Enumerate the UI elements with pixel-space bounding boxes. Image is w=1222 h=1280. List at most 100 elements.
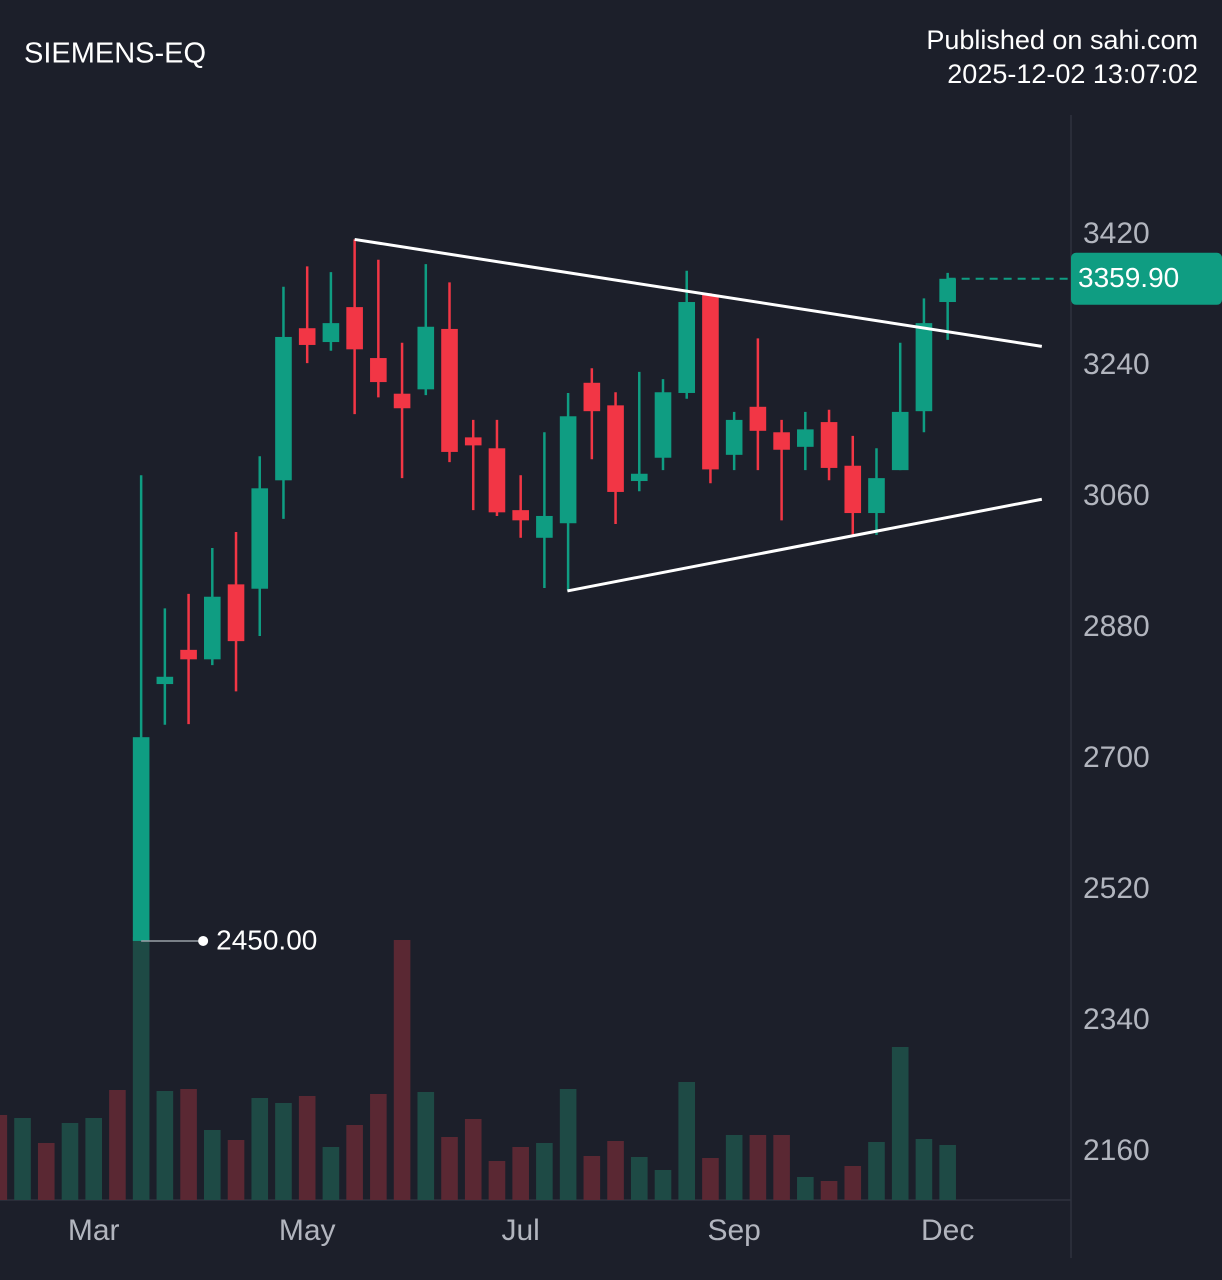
volume-bar: [346, 1125, 363, 1200]
volume-bar: [61, 1123, 79, 1200]
candle-body: [441, 328, 458, 452]
volume-bar: [607, 1141, 624, 1200]
chart-title: SIEMENS-EQ: [24, 38, 206, 70]
candle-body: [156, 676, 174, 685]
marker-dot: [198, 935, 209, 946]
volume-bar: [654, 1170, 672, 1200]
volume-bar: [14, 1118, 31, 1200]
candle-body: [298, 328, 316, 345]
candle-body: [844, 465, 862, 514]
subtitle: Published on sahi.com: [926, 25, 1198, 55]
volume-bar: [678, 1082, 696, 1200]
volume-bar: [0, 1115, 8, 1200]
x-tick-label: Sep: [707, 1214, 760, 1247]
candle-body: [251, 488, 269, 589]
candle-body: [797, 429, 814, 447]
y-tick-label: 2880: [1083, 610, 1150, 643]
volume-bar: [725, 1135, 743, 1200]
candle-body: [322, 323, 340, 343]
volume-bar: [820, 1181, 838, 1200]
candle-body: [275, 336, 292, 481]
y-tick-label: 2340: [1083, 1003, 1150, 1036]
volume-bar: [298, 1096, 316, 1200]
volume-bar: [180, 1089, 197, 1200]
candle-body: [204, 596, 221, 660]
volume-bar: [749, 1135, 767, 1200]
volume-bar: [156, 1091, 174, 1200]
volume-bar: [583, 1156, 601, 1200]
volume-bar: [536, 1143, 553, 1200]
x-tick-label: Dec: [921, 1214, 974, 1247]
candle-body: [630, 473, 648, 482]
candle-body: [370, 358, 387, 383]
candle-body: [654, 392, 672, 458]
candle-body: [393, 393, 411, 409]
volume-bar: [441, 1137, 458, 1200]
volume-bar: [630, 1157, 648, 1200]
y-tick-label: 3060: [1083, 479, 1150, 512]
candle-body: [607, 405, 624, 492]
volume-bar: [227, 1140, 245, 1200]
volume-bar: [132, 937, 150, 1200]
candle-body: [132, 737, 150, 941]
candle-body: [559, 416, 577, 524]
candle-body: [891, 411, 909, 471]
candle-body: [702, 294, 719, 470]
volume-bar: [702, 1158, 719, 1200]
trendline: [567, 497, 1043, 593]
marker-label: 2450.00: [216, 924, 317, 955]
candle-body: [536, 515, 553, 538]
x-tick-label: Jul: [501, 1214, 539, 1247]
candle-body: [939, 278, 956, 303]
volume-bar: [915, 1139, 933, 1200]
candle-body: [678, 302, 696, 393]
volume-bar: [37, 1143, 55, 1200]
candle-body: [227, 584, 245, 642]
candle-body: [464, 437, 482, 446]
volume-bar: [322, 1147, 340, 1200]
y-tick-label: 2160: [1083, 1134, 1150, 1167]
volume-bar: [275, 1103, 292, 1200]
candle-body: [725, 419, 743, 455]
volume-bar: [559, 1089, 577, 1200]
candle-body: [868, 478, 885, 514]
candle-body: [512, 510, 529, 521]
candle-body: [180, 649, 197, 660]
candle-body: [417, 326, 435, 390]
candle-body: [749, 406, 767, 431]
trendline: [354, 237, 1043, 348]
volume-bar: [891, 1047, 909, 1200]
volume-bar: [844, 1166, 862, 1200]
last-price-box: [1071, 252, 1222, 305]
timestamp: 2025-12-02 13:07:02: [947, 59, 1198, 89]
volume-bar: [868, 1142, 885, 1200]
volume-bar: [417, 1092, 435, 1200]
candle-body: [773, 432, 790, 450]
y-tick-label: 2700: [1083, 741, 1150, 774]
candle-body: [583, 382, 601, 412]
x-tick-label: May: [279, 1214, 336, 1247]
last-price-label: 3359.90: [1078, 262, 1179, 293]
candle-body: [915, 323, 933, 412]
volume-bar: [512, 1147, 529, 1200]
candle-body: [346, 307, 363, 350]
x-tick-label: Mar: [68, 1214, 120, 1247]
volume-bar: [251, 1098, 269, 1200]
volume-bar: [773, 1135, 790, 1200]
candle-body: [488, 448, 506, 513]
y-tick-label: 3420: [1083, 217, 1150, 250]
volume-bar: [464, 1119, 482, 1200]
volume-bar: [393, 940, 411, 1200]
y-tick-label: 3240: [1083, 348, 1150, 381]
volume-bar: [370, 1094, 387, 1200]
y-tick-label: 2520: [1083, 872, 1150, 905]
volume-bar: [939, 1145, 956, 1200]
volume-bar: [488, 1161, 506, 1200]
volume-bar: [109, 1090, 126, 1200]
volume-bar: [85, 1118, 102, 1200]
volume-bar: [797, 1177, 814, 1200]
volume-bar: [204, 1130, 221, 1200]
candle-body: [820, 422, 838, 468]
